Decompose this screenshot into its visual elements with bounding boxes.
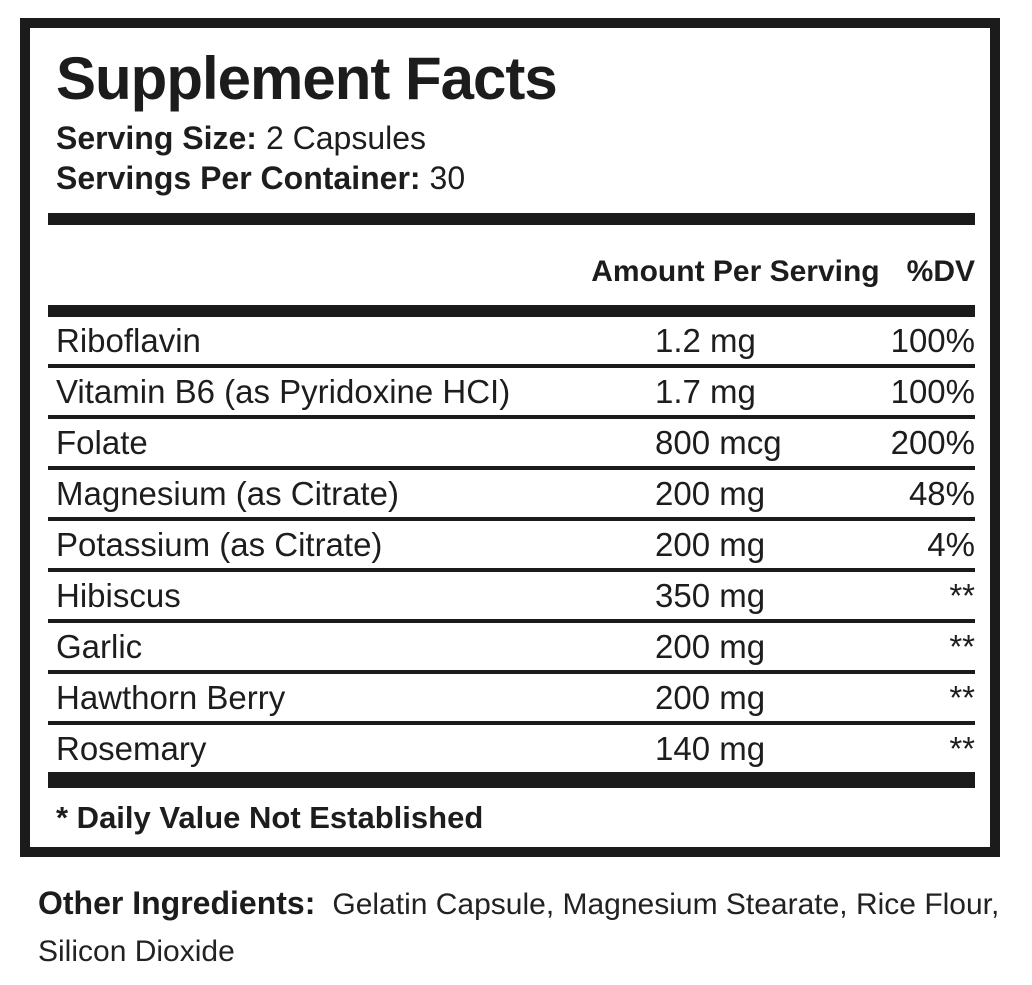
dv-header: %DV [906,255,975,288]
other-ingredients-section: Other Ingredients: Gelatin Capsule, Magne… [38,880,1006,975]
table-row: Hawthorn Berry 200 mg ** [48,674,975,725]
ingredient-amount: 800 mcg [655,424,782,461]
ingredient-dv: 100% [890,322,975,359]
servings-per-container-line: Servings Per Container: 30 [48,158,975,198]
ingredient-name: Folate [56,424,148,461]
other-ingredients-text-line1: Gelatin Capsule, Magnesium Stearate, Ric… [332,888,1000,921]
table-row: Folate 800 mcg 200% [48,419,975,470]
ingredient-amount: 200 mg [655,628,766,665]
panel-title: Supplement Facts [56,45,558,112]
ingredient-amount: 200 mg [655,475,766,512]
divider-thick-header [48,305,975,317]
table-row: Magnesium (as Citrate) 200 mg 48% [48,470,975,521]
other-ingredients-text-line2: Silicon Dioxide [38,935,235,968]
servings-per-container-label: Servings Per Container: [56,160,421,196]
serving-size-label: Serving Size: [56,120,257,156]
other-ingredients-line2: Silicon Dioxide [38,928,1006,975]
ingredient-dv: ** [949,577,975,614]
ingredient-name: Riboflavin [56,322,201,359]
ingredient-name: Rosemary [56,730,207,767]
table-row: Hibiscus 350 mg ** [48,572,975,623]
column-headers: Amount Per Serving %DV [48,225,975,305]
serving-size-value: 2 Capsules [265,120,427,156]
supplement-facts-panel: Supplement Facts Serving Size: 2 Capsules… [20,18,1000,857]
ingredient-amount: 350 mg [655,577,766,614]
ingredient-dv: 200% [890,424,975,461]
table-row: Riboflavin 1.2 mg 100% [48,317,975,368]
other-ingredients-line1: Other Ingredients: Gelatin Capsule, Magne… [38,880,1006,928]
daily-value-footnote: * Daily Value Not Established [56,800,484,835]
ingredient-amount: 140 mg [655,730,766,767]
ingredient-dv: 4% [927,526,975,563]
ingredient-name: Potassium (as Citrate) [56,526,383,563]
serving-size-line: Serving Size: 2 Capsules [48,118,975,158]
ingredient-name: Magnesium (as Citrate) [56,475,399,512]
ingredient-amount: 200 mg [655,679,766,716]
ingredient-amount: 1.7 mg [655,373,756,410]
ingredient-amount: 1.2 mg [655,322,756,359]
ingredient-dv: ** [949,679,975,716]
ingredient-amount: 200 mg [655,526,766,563]
ingredient-name: Garlic [56,628,143,665]
table-row: Vitamin B6 (as Pyridoxine HCI) 1.7 mg 10… [48,368,975,419]
divider-thick-footnote [48,776,975,788]
other-ingredients-label: Other Ingredients: [38,885,316,921]
ingredient-dv: ** [949,730,975,767]
ingredient-dv: ** [949,628,975,665]
ingredient-dv: 48% [908,475,975,512]
servings-per-container-value: 30 [429,160,466,196]
table-row: Rosemary 140 mg ** [48,725,975,776]
ingredient-dv: 100% [890,373,975,410]
ingredient-name: Hawthorn Berry [56,679,286,716]
ingredient-name: Vitamin B6 (as Pyridoxine HCI) [56,373,511,410]
divider-thick-top [48,213,975,225]
table-row: Potassium (as Citrate) 200 mg 4% [48,521,975,572]
table-row: Garlic 200 mg ** [48,623,975,674]
ingredient-name: Hibiscus [56,577,181,614]
amount-per-serving-header: Amount Per Serving [591,255,880,288]
